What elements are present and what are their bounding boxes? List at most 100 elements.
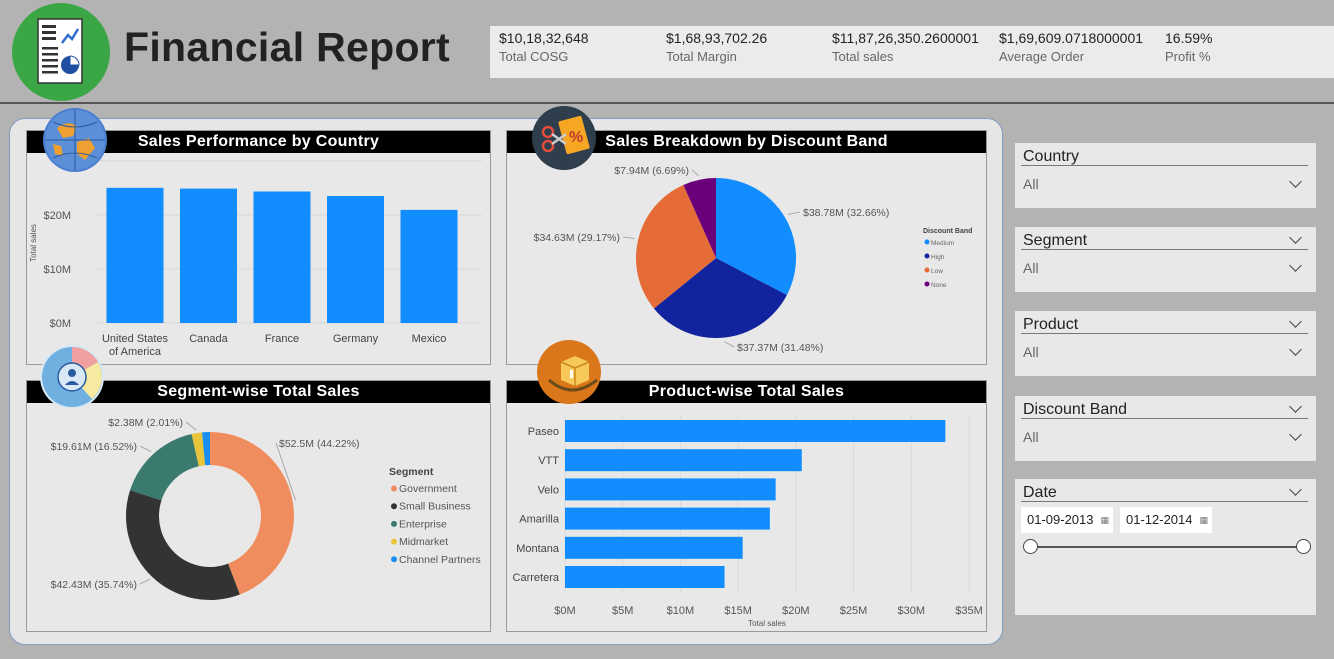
segment-donut-chart: $52.5M (44.22%) $42.43M (35.74%) $19.61M (… [51,417,481,600]
leader-line [622,236,635,239]
kpi-label: Profit % [1165,49,1211,64]
slicer-divider [1021,249,1308,250]
legend-marker [391,556,397,563]
kpi-bar: $10,18,32,648 Total COSG $1,68,93,702.26… [490,26,1334,78]
slice-label: $2.38M (2.01%) [108,417,183,429]
legend-label: Enterprise [399,518,447,530]
donut-slice-government [210,432,295,595]
chevron-down-icon[interactable] [1289,175,1302,188]
kpi-label: Total sales [832,49,894,64]
kpi-total-margin: $1,68,93,702.26 Total Margin [666,30,767,64]
report-document-icon [37,18,83,84]
legend-title: Segment [389,466,434,478]
globe-badge [43,108,107,172]
bar-germany [327,196,384,323]
country-sales-card[interactable]: Sales Performance by Country $0M $10M $20M… [26,130,491,365]
y-tick-label: Paseo [528,426,559,438]
pie-person-icon [42,347,102,407]
legend-label: Government [399,483,457,495]
bar-vtt [565,449,802,472]
chevron-down-icon[interactable] [1289,315,1302,328]
slice-label: $7.94M (6.69%) [614,165,689,177]
date-range-track [1031,546,1302,548]
country-chart-title: Sales Performance by Country [27,131,490,153]
kpi-value: $1,69,609.0718000001 [999,30,1144,46]
segment-slicer[interactable]: Segment All [1015,227,1316,292]
date-start-input[interactable]: 01-09-2013 ▦ [1021,507,1113,533]
chevron-down-icon[interactable] [1289,231,1302,244]
legend-label: Channel Partners [399,554,481,566]
slicer-title: Date [1023,484,1057,501]
legend-title: Discount Band [923,228,972,235]
kpi-label: Total COSG [499,49,569,64]
y-tick-label: Montana [516,543,560,555]
legend-label: Medium [931,240,954,247]
kpi-value: $1,68,93,702.26 [666,30,768,46]
bar-amarilla [565,507,770,530]
discount-band-dropdown[interactable]: All [1023,429,1039,445]
chevron-down-icon[interactable] [1289,343,1302,356]
kpi-value: $11,87,26,350.2600001 [832,30,979,46]
legend-marker [391,503,397,510]
discount-band-card[interactable]: Sales Breakdown by Discount Band $38.78M… [506,130,987,365]
x-tick-label: of America [109,346,162,358]
date-end-input[interactable]: 01-12-2014 ▦ [1120,507,1212,533]
y-tick-label: Amarilla [519,514,560,526]
bar-france [253,191,311,323]
slice-label: $38.78M (32.66%) [803,207,889,219]
bar-velo [565,478,776,501]
chevron-down-icon[interactable] [1289,428,1302,441]
product-sales-card[interactable]: Product-wise Total Sales $0M $5M $10M $15M $… [506,380,987,632]
legend-marker [391,538,397,545]
slice-label: $42.43M (35.74%) [51,579,137,591]
kpi-label: Average Order [999,49,1085,64]
legend-marker [924,253,930,259]
bar-canada [180,188,237,323]
slicer-title: Product [1023,316,1079,333]
date-range-end-handle[interactable] [1296,539,1311,554]
slicer-title: Segment [1023,232,1088,249]
report-logo [12,3,110,101]
chevron-down-icon[interactable] [1289,483,1302,496]
header-divider [0,102,1334,104]
country-slicer[interactable]: Country All [1015,143,1316,208]
donut-slice-small-business [126,490,240,600]
y-tick-label: $0M [50,318,71,330]
leader-line [139,578,151,585]
donut-slice-enterprise [130,434,199,501]
chevron-down-icon[interactable] [1289,259,1302,272]
calendar-icon[interactable]: ▦ [1100,515,1109,525]
segment-dropdown[interactable]: All [1023,260,1039,276]
product-slicer[interactable]: Product All [1015,311,1316,376]
date-slicer[interactable]: Date 01-09-2013 ▦ 01-12-2014 ▦ [1015,479,1316,615]
page-title: Financial Report [124,24,451,70]
slice-label: $19.61M (16.52%) [51,441,137,453]
product-dropdown[interactable]: All [1023,344,1039,360]
x-tick-label: France [265,333,299,345]
discount-pie-chart: $38.78M (32.66%) $37.37M (31.48%) $34.63M … [534,165,973,354]
legend-label: High [931,254,945,261]
bar-united-states [106,187,164,323]
legend-label: None [931,282,947,289]
x-tick-label: $25M [840,605,868,617]
date-range-start-handle[interactable] [1023,539,1038,554]
product-chart-title: Product-wise Total Sales [507,381,986,403]
chevron-down-icon[interactable] [1289,400,1302,413]
product-badge [537,340,601,404]
leader-line [691,169,699,177]
leader-line [787,211,801,215]
calendar-icon[interactable]: ▦ [1199,515,1208,525]
x-tick-label: $5M [612,605,633,617]
x-tick-label: $0M [554,605,575,617]
segment-sales-card[interactable]: Segment-wise Total Sales $52.5M (44.22%)… [26,380,491,632]
leader-line [139,445,152,453]
country-dropdown[interactable]: All [1023,176,1039,192]
leader-line [724,341,735,348]
legend-label: Low [931,268,943,275]
legend-marker [924,281,930,287]
discount-band-slicer[interactable]: Discount Band All [1015,396,1316,461]
slice-label: $37.37M (31.48%) [737,342,823,354]
legend-label: Small Business [399,501,471,513]
kpi-profit-percent: 16.59% Profit % [1165,30,1212,64]
bar-mexico [400,209,458,323]
